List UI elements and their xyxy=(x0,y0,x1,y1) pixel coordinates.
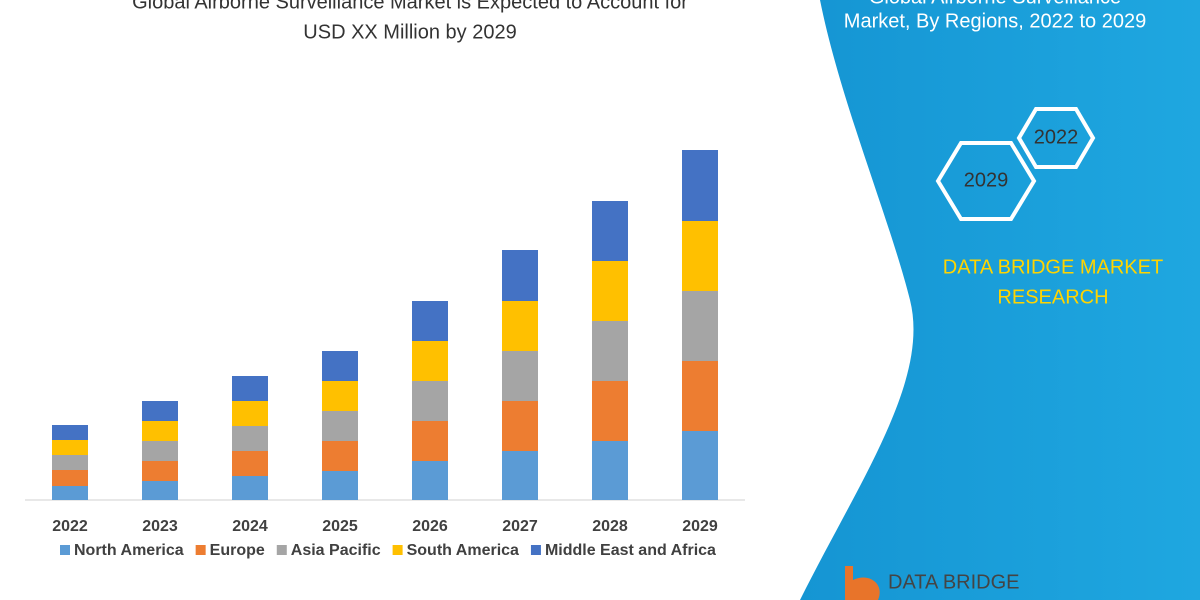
x-tick-label: 2025 xyxy=(322,518,358,535)
legend-label: South America xyxy=(407,542,519,559)
bar-segment xyxy=(502,301,538,351)
panel-title: Global Airborne Surveillance xyxy=(869,0,1121,8)
bar-segment xyxy=(232,476,268,500)
bar-segment xyxy=(412,461,448,500)
hexagon xyxy=(1016,107,1096,169)
bar-segment xyxy=(592,201,628,261)
bar-segment xyxy=(592,261,628,321)
bar-segment xyxy=(412,341,448,381)
bar-segment xyxy=(502,451,538,500)
bar-segment xyxy=(52,486,88,500)
hexagon-label: 2022 xyxy=(1034,126,1079,148)
legend-swatch xyxy=(530,545,541,555)
brand-text: RESEARCH xyxy=(997,286,1108,308)
bar-segment xyxy=(142,461,178,481)
bar-segment xyxy=(142,481,178,500)
legend-swatch xyxy=(276,545,287,555)
x-tick-label: 2029 xyxy=(682,518,718,535)
bar-segment xyxy=(682,291,718,361)
side-panel xyxy=(800,0,1200,600)
bar-segment xyxy=(682,361,718,431)
brand-text: DATA BRIDGE MARKET xyxy=(943,256,1163,278)
x-tick-label: 2026 xyxy=(412,518,448,535)
legend-swatch xyxy=(392,545,403,555)
bar-segment xyxy=(52,455,88,470)
legend-swatch xyxy=(60,545,70,555)
bar-segment xyxy=(502,401,538,451)
bar-segment xyxy=(52,440,88,455)
bar-segment xyxy=(322,351,358,381)
bar-segment xyxy=(52,425,88,440)
logo-icon xyxy=(845,566,880,600)
chart-title: USD XX Million by 2029 xyxy=(303,21,516,43)
bar-segment xyxy=(232,451,268,476)
panel-title: Market, By Regions, 2022 to 2029 xyxy=(844,10,1146,32)
legend-label: Asia Pacific xyxy=(291,542,381,559)
hexagon xyxy=(935,141,1037,221)
legend-label: Middle East and Africa xyxy=(545,542,716,559)
bar-segment xyxy=(322,441,358,471)
bar-segment xyxy=(232,376,268,401)
bar-segment xyxy=(322,411,358,441)
bar-segment xyxy=(412,421,448,461)
bar-segment xyxy=(232,426,268,451)
x-tick-label: 2024 xyxy=(232,518,268,535)
bar-segment xyxy=(412,381,448,421)
logo-text: DATA BRIDGE xyxy=(888,571,1020,593)
bar-segment xyxy=(592,381,628,441)
bar-segment xyxy=(322,471,358,500)
bar-segment xyxy=(592,441,628,500)
bar-segment xyxy=(142,401,178,421)
hexagon-label: 2029 xyxy=(964,169,1009,191)
legend-label: North America xyxy=(74,542,184,559)
bar-segment xyxy=(142,441,178,461)
bar-segment xyxy=(592,321,628,381)
bar-segment xyxy=(502,250,538,301)
bar-segment xyxy=(682,150,718,221)
x-tick-label: 2028 xyxy=(592,518,628,535)
bar-segment xyxy=(52,470,88,486)
x-tick-label: 2022 xyxy=(52,518,88,535)
bar-segment xyxy=(682,221,718,291)
bar-segment xyxy=(502,351,538,401)
x-tick-label: 2023 xyxy=(142,518,178,535)
bar-segment xyxy=(412,301,448,341)
bar-segment xyxy=(682,431,718,500)
legend-label: Europe xyxy=(210,542,265,559)
bar-segment xyxy=(322,381,358,411)
x-tick-label: 2027 xyxy=(502,518,538,535)
chart-title: Global Airborne Surveillance Market is E… xyxy=(132,0,688,13)
bar-segment xyxy=(142,421,178,441)
legend-swatch xyxy=(195,545,206,555)
bar-segment xyxy=(232,401,268,426)
